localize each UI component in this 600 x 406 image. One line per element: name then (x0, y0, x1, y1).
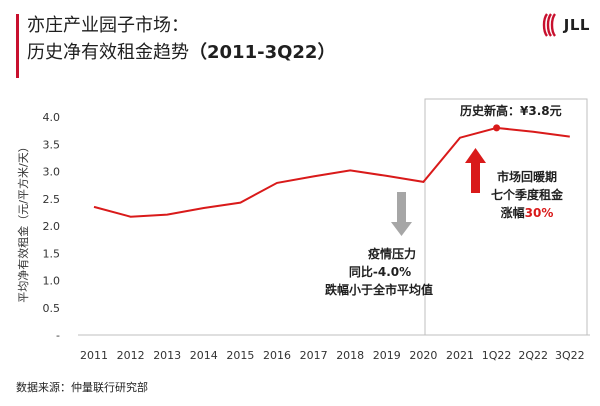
jll-logo-icon (542, 13, 556, 37)
logo-text: JLL (563, 16, 590, 34)
x-tick-label: 2016 (263, 349, 291, 362)
peak-label: 历史新高：¥3.8元 (460, 103, 562, 118)
y-tick-label: 2.0 (43, 220, 61, 233)
x-tick-label: 2017 (300, 349, 328, 362)
x-tick-label: 2021 (446, 349, 474, 362)
rise-annotation: 市场回暖期 七个季度租金 涨幅30% (491, 169, 564, 220)
decline-line-1: 疫情压力 (368, 246, 416, 261)
x-tick-label: 3Q22 (555, 349, 585, 362)
x-tick-label: 2019 (373, 349, 401, 362)
x-tick-label: 2020 (409, 349, 437, 362)
peak-point (493, 124, 501, 132)
y-tick-label: 1.0 (43, 275, 61, 288)
y-tick-label: 3.0 (43, 166, 61, 179)
x-tick-label: 2Q22 (518, 349, 548, 362)
x-tick-label: 2014 (190, 349, 218, 362)
rise-arrow-icon (465, 148, 486, 193)
y-tick-label: 4.0 (43, 111, 61, 124)
y-tick-label: 1.5 (43, 247, 61, 260)
x-tick-label: 2012 (117, 349, 145, 362)
title-line-2-suffix: （2011-3Q22） (189, 42, 336, 63)
y-axis-label: 平均净有效租金（元/平方米/天） (16, 141, 30, 302)
y-tick-label: - (56, 329, 60, 342)
y-tick-label: 3.5 (43, 138, 61, 151)
x-tick-label: 2011 (80, 349, 108, 362)
y-tick-label: 2.5 (43, 193, 61, 206)
decline-line-3: 跌幅小于全市平均值 (325, 282, 433, 297)
x-tick-label: 2013 (153, 349, 181, 362)
decline-arrow-icon (391, 192, 412, 236)
x-tick-label: 2015 (226, 349, 254, 362)
title-accent-bar (16, 14, 19, 78)
title-line-1: 亦庄产业园子市场： (27, 15, 189, 36)
x-tick-label: 1Q22 (482, 349, 512, 362)
rise-line-2: 七个季度租金 (491, 187, 564, 202)
jll-logo: JLL (542, 13, 590, 37)
title-line-2-prefix: 历史净有效租金趋势 (27, 42, 189, 63)
series-line (93, 126, 570, 218)
rise-line-3: 涨幅30% (501, 205, 554, 220)
rise-line-1: 市场回暖期 (497, 169, 557, 184)
rise-prefix: 涨幅 (501, 205, 525, 220)
page-title: 亦庄产业园子市场： 历史净有效租金趋势（2011-3Q22） (27, 12, 335, 66)
x-tick-label: 2018 (336, 349, 364, 362)
data-source: 数据来源：仲量联行研究部 (16, 381, 148, 394)
title-line-2: 历史净有效租金趋势（2011-3Q22） (27, 39, 335, 66)
decline-annotation: 疫情压力 同比-4.0% 跌幅小于全市平均值 (325, 246, 433, 297)
rise-value: 30% (525, 206, 554, 220)
decline-line-2: 同比-4.0% (349, 264, 411, 279)
y-tick-label: 0.5 (43, 302, 61, 315)
